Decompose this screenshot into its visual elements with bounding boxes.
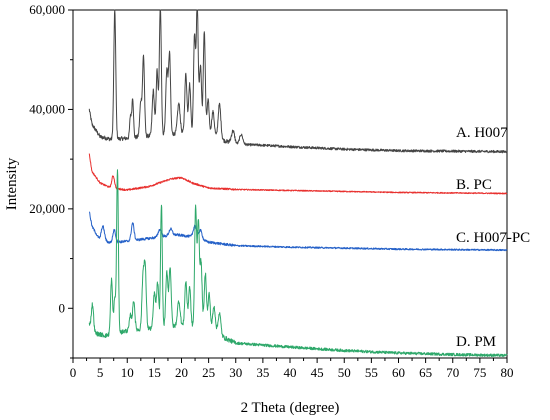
series-labels: A. H007 B. PC C. H007-PC D. PM [456, 125, 530, 350]
x-tick-label: 10 [121, 365, 134, 380]
x-tick-label: 55 [365, 365, 378, 380]
y-tick-label: 20,000 [29, 201, 65, 216]
y-axis-title: Intensity [4, 157, 20, 210]
x-tick-label: 5 [97, 365, 104, 380]
x-tick-label: 70 [446, 365, 459, 380]
series-label: A. H007 [456, 125, 508, 141]
series-label: C. H007-PC [456, 230, 530, 246]
series-label: D. PM [456, 334, 496, 350]
series-line [89, 211, 508, 252]
series-label: B. PC [456, 177, 492, 193]
x-tick-label: 80 [501, 365, 514, 380]
x-tick-label: 25 [202, 365, 215, 380]
plot-area: A. H007 B. PC C. H007-PC D. PM [72, 9, 530, 359]
x-tick-label: 35 [256, 365, 269, 380]
x-tick-label: 75 [473, 365, 486, 380]
y-axis: 60,000 40,000 20,000 0 [29, 2, 73, 359]
series-line [88, 153, 508, 195]
plot-frame [72, 9, 508, 359]
x-tick-label: 50 [338, 365, 351, 380]
series-layer [88, 9, 508, 358]
y-tick-label: 60,000 [29, 2, 65, 17]
x-tick-label: 45 [311, 365, 324, 380]
x-tick-label: 0 [70, 365, 77, 380]
y-tick-label: 0 [59, 300, 66, 315]
x-tick-label: 65 [419, 365, 432, 380]
series-line [88, 9, 508, 154]
x-axis: 0 5 10 15 20 25 30 35 40 45 50 55 60 65 70 75 80 [70, 358, 514, 380]
series-line [88, 169, 508, 358]
y-tick-label: 40,000 [29, 101, 65, 116]
x-axis-title: 2 Theta (degree) [241, 400, 340, 416]
x-tick-label: 40 [284, 365, 297, 380]
x-tick-label: 30 [229, 365, 242, 380]
x-tick-label: 60 [392, 365, 405, 380]
x-tick-label: 15 [148, 365, 161, 380]
x-tick-label: 20 [175, 365, 188, 380]
